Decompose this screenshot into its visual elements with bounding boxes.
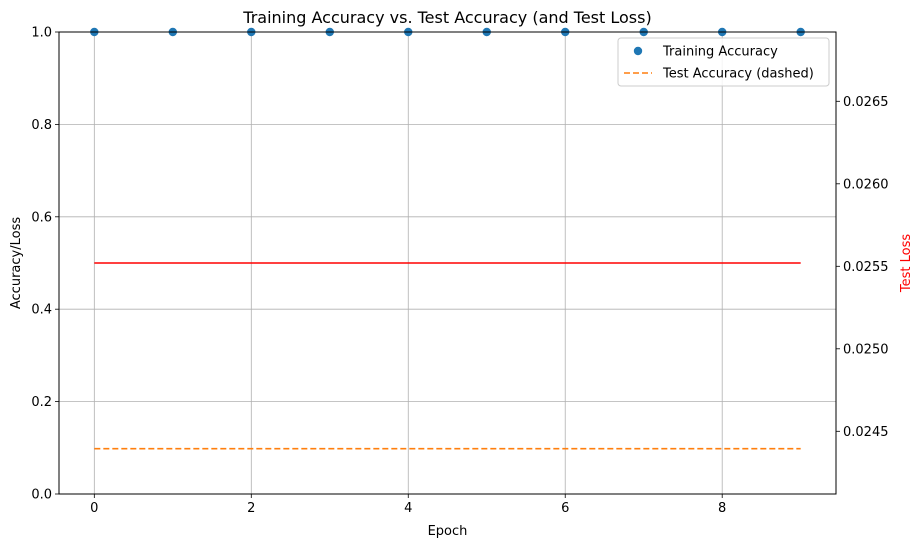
y-axis-right: 0.0245 0.0250 0.0255 0.0260 0.0265 <box>836 95 889 440</box>
y-right-tick-label: 0.0255 <box>843 260 889 275</box>
legend-label: Training Accuracy <box>662 45 778 60</box>
series-layer <box>90 27 805 450</box>
y-right-tick-label: 0.0250 <box>843 342 889 357</box>
y-tick-label: 1.0 <box>31 26 52 41</box>
legend: Training Accuracy Test Accuracy (dashed) <box>617 37 830 87</box>
x-tick-label: 6 <box>561 501 569 516</box>
x-tick-label: 8 <box>718 501 726 516</box>
y-tick-label: 0.2 <box>31 395 52 410</box>
y-tick-label: 0.0 <box>31 488 52 503</box>
y-right-tick-label: 0.0245 <box>843 425 889 440</box>
x-tick-label: 4 <box>404 501 412 516</box>
y-tick-label: 0.4 <box>31 303 52 318</box>
legend-marker <box>633 46 643 56</box>
y-axis-label: Accuracy/Loss <box>9 217 24 309</box>
x-axis: 0 2 4 6 8 <box>90 494 726 516</box>
plot-frame <box>58 31 837 495</box>
chart-title: Training Accuracy vs. Test Accuracy (and… <box>242 8 651 27</box>
y-axis-right-label: Test Loss <box>899 234 914 293</box>
y-right-tick-label: 0.0265 <box>843 95 889 110</box>
y-tick-label: 0.8 <box>31 118 52 133</box>
x-axis-label: Epoch <box>428 524 468 539</box>
legend-label: Test Accuracy (dashed) <box>662 67 814 82</box>
y-right-tick-label: 0.0260 <box>843 177 889 192</box>
legend-box <box>617 37 830 87</box>
y-tick-label: 0.6 <box>31 210 52 225</box>
y-axis-left: 0.0 0.2 0.4 0.6 0.8 1.0 <box>31 26 59 503</box>
x-tick-label: 0 <box>90 501 98 516</box>
x-tick-label: 2 <box>247 501 255 516</box>
